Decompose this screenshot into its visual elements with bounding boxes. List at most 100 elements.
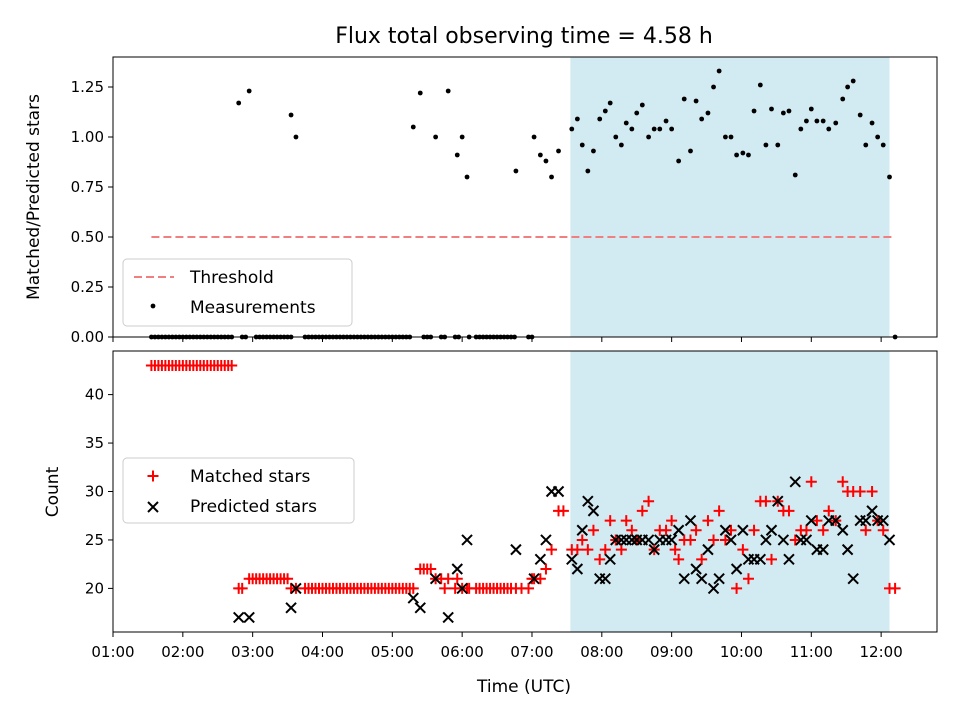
x-tick-label: 07:00 xyxy=(510,643,553,661)
matched-star-point xyxy=(643,495,655,507)
measurement-point xyxy=(288,112,294,118)
predicted-star-point xyxy=(725,534,737,546)
matched-star-point xyxy=(226,360,238,372)
measurement-point xyxy=(549,174,554,180)
predicted-star-point xyxy=(760,534,772,546)
x-tick-label: 09:00 xyxy=(650,643,693,661)
predicted-star-point xyxy=(883,534,896,546)
measurement-point xyxy=(705,110,711,116)
legend-measurements-label: Measurements xyxy=(190,298,316,318)
measurement-point xyxy=(734,152,739,158)
matched-star-point xyxy=(407,582,419,594)
measurement-point xyxy=(757,82,763,88)
observing-window-shade xyxy=(570,351,890,632)
matched-star-point xyxy=(615,544,627,556)
matched-star-point xyxy=(889,582,901,594)
measurement-point xyxy=(814,118,820,124)
measurement-point xyxy=(629,126,635,132)
matched-star-point xyxy=(860,524,872,536)
predicted-star-point xyxy=(702,543,714,556)
matched-star-point xyxy=(604,515,616,527)
predicted-star-point xyxy=(429,572,442,585)
y-tick-label: 0.50 xyxy=(71,228,104,246)
predicted-star-point xyxy=(243,611,255,624)
x-tick-label: 01:00 xyxy=(91,643,134,661)
measurement-point xyxy=(433,134,439,140)
measurement-point xyxy=(579,142,585,148)
predicted-star-point xyxy=(407,592,419,604)
top-y-axis-label: Matched/Predicted stars xyxy=(24,94,44,300)
predicted-star-point xyxy=(576,524,588,536)
measurement-point xyxy=(681,96,687,102)
matched-star-point xyxy=(599,544,611,556)
y-tick-label: 0.25 xyxy=(71,278,104,296)
predicted-star-point xyxy=(847,572,859,585)
matched-star-point xyxy=(557,505,569,517)
predicted-star-point xyxy=(604,553,616,566)
y-tick-label: 35 xyxy=(85,434,104,452)
predicted-star-point xyxy=(552,485,565,498)
measurement-point xyxy=(591,148,596,154)
predicted-star-point xyxy=(877,514,889,527)
matched-star-point xyxy=(669,544,681,556)
predicted-star-point xyxy=(290,582,302,595)
matched-star-point xyxy=(282,573,294,585)
measurement-point xyxy=(826,126,832,132)
measurement-point xyxy=(459,134,465,140)
legend-threshold-label: Threshold xyxy=(189,268,274,288)
measurement-point xyxy=(623,120,629,126)
y-tick-label: 30 xyxy=(85,483,104,501)
measurement-point xyxy=(657,126,663,132)
predicted-star-point xyxy=(615,534,628,546)
measurement-point xyxy=(863,142,869,148)
matched-star-point xyxy=(737,544,749,556)
measurement-point xyxy=(728,134,734,140)
matched-star-point xyxy=(805,476,817,488)
predicted-star-point xyxy=(713,572,725,585)
measurement-point xyxy=(786,108,792,114)
x-tick-label: 12:00 xyxy=(860,643,903,661)
predicted-star-point xyxy=(837,524,849,536)
matched-star-point xyxy=(576,534,588,546)
measurement-point xyxy=(618,142,624,148)
legend-matched-label: Matched stars xyxy=(190,467,310,487)
measurement-point xyxy=(880,142,886,148)
measurement-point xyxy=(845,84,851,90)
measurement-point xyxy=(417,90,423,96)
x-tick-label: 11:00 xyxy=(790,643,833,661)
measurement-point xyxy=(569,126,575,132)
measurement-point xyxy=(639,102,645,108)
matched-star-point xyxy=(719,534,731,546)
measurement-point xyxy=(669,126,675,132)
top-legend: Threshold Measurements xyxy=(122,258,353,327)
measurement-point xyxy=(445,88,451,94)
bottom-legend: Matched stars Predicted stars xyxy=(122,457,355,524)
predicted-star-point xyxy=(772,495,784,507)
matched-star-point xyxy=(425,563,437,575)
y-tick-label: 0.00 xyxy=(71,328,104,346)
predicted-star-point xyxy=(642,534,655,546)
predicted-star-point xyxy=(626,534,638,546)
measurement-point xyxy=(531,134,537,140)
measurement-point xyxy=(454,152,460,158)
measurement-point xyxy=(537,152,543,158)
measurement-point xyxy=(602,108,608,114)
measurement-point xyxy=(693,98,699,104)
measurement-point xyxy=(699,116,705,122)
measurement-point xyxy=(804,118,809,124)
measurement-point xyxy=(607,100,613,106)
measurement-point xyxy=(613,134,619,140)
measurement-point xyxy=(763,142,769,148)
measurement-point xyxy=(740,150,746,156)
predicted-star-point xyxy=(540,534,552,546)
predicted-star-point xyxy=(599,572,612,585)
predicted-star-point xyxy=(830,514,842,527)
matched-star-point xyxy=(620,515,632,527)
legend-matched-swatch xyxy=(147,470,159,482)
measurement-point xyxy=(464,174,470,180)
chart-title: Flux total observing time = 4.58 h xyxy=(335,24,713,49)
measurement-point xyxy=(574,116,580,122)
matched-star-point xyxy=(522,582,534,594)
predicted-star-point xyxy=(737,524,749,536)
